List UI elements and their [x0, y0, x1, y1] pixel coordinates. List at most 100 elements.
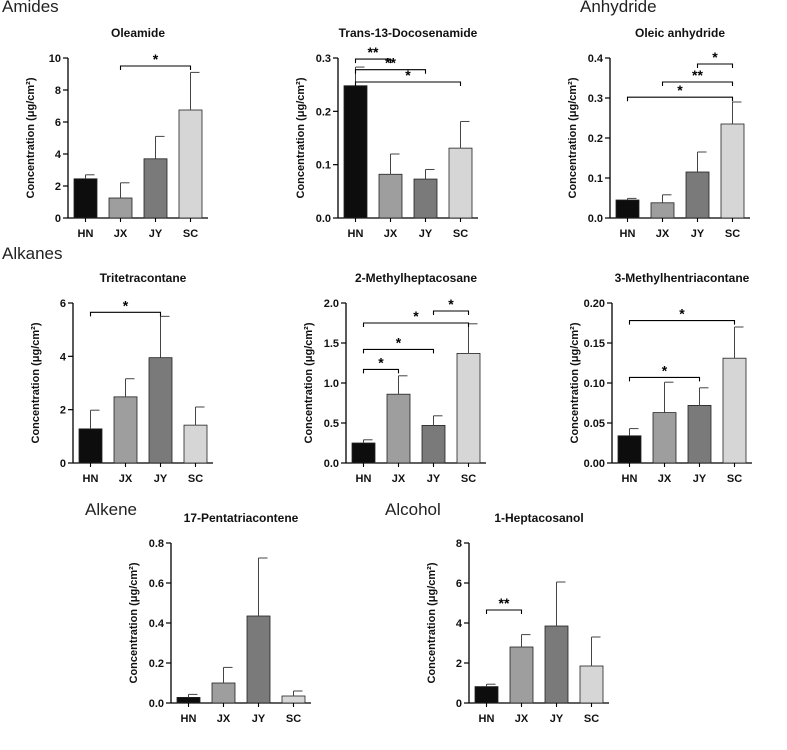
y-tick-label: 4: [456, 618, 463, 630]
bar-jy: [687, 404, 712, 464]
x-tick-label: JX: [515, 713, 529, 725]
x-tick-label: SC: [188, 473, 203, 485]
x-tick-label: JX: [217, 713, 231, 725]
bar-jy: [685, 171, 710, 219]
bar-hn: [343, 85, 368, 219]
chart-oleic-anhydride: Oleic anhydride Concentration (μg/cm²) 0.0…: [567, 26, 750, 240]
x-tick-label: JX: [658, 473, 672, 485]
y-axis-label: Concentration (μg/cm²): [295, 77, 307, 198]
y-tick-label: 8: [55, 85, 61, 97]
significance-bracket: [626, 96, 734, 102]
x-tick-label: HN: [479, 713, 495, 725]
y-tick-label: 8: [456, 538, 462, 550]
y-tick-label: 0.20: [584, 298, 605, 310]
x-tick-label: SC: [286, 713, 301, 725]
x-tick-label: SC: [584, 713, 599, 725]
chart-oleamide: Oleamide Concentration (μg/cm²) 0 2 4 6 8 10 HN J…: [25, 26, 208, 240]
x-tick-label: SC: [727, 473, 742, 485]
chart-title: 1-Heptacosanol: [494, 511, 583, 525]
y-axis-label: Concentration (μg/cm²): [303, 322, 315, 443]
chart-title: 3-Methylhentriacontane: [615, 271, 750, 285]
y-tick-label: 0.1: [588, 173, 603, 185]
y-tick-label: 2: [456, 658, 462, 670]
chart-title: Tritetracontane: [100, 271, 187, 285]
significance-bracket: [485, 609, 523, 614]
significance-label: *: [662, 362, 668, 378]
bar-hn: [78, 428, 103, 464]
significance-bracket: [119, 65, 192, 70]
significance-label: **: [692, 67, 703, 83]
bar-hn: [351, 442, 376, 464]
x-tick-label: HN: [181, 713, 197, 725]
y-axis-label: Concentration (μg/cm²): [567, 77, 579, 198]
y-tick-label: 0.2: [316, 106, 331, 118]
x-tick-label: SC: [453, 228, 468, 240]
bar-sc: [720, 123, 745, 219]
bar-jx: [386, 393, 411, 464]
x-tick-label: HN: [622, 473, 638, 485]
figure: Amides Anhydride Alkanes Alkene Alcohol …: [2, 0, 752, 725]
bar-hn: [176, 696, 201, 704]
significance-bracket: [354, 58, 392, 64]
bar-jy: [544, 625, 569, 704]
chart-title: Oleic anhydride: [635, 26, 725, 40]
y-tick-label: 0.3: [316, 53, 331, 65]
x-tick-label: JX: [384, 228, 398, 240]
y-tick-label: 0.4: [149, 618, 165, 630]
y-tick-label: 4: [55, 149, 62, 161]
x-tick-label: HN: [356, 473, 372, 485]
significance-bracket: [362, 322, 470, 327]
y-tick-label: 0.2: [588, 133, 603, 145]
x-tick-label: SC: [183, 228, 198, 240]
y-tick-label: 0.2: [149, 658, 164, 670]
y-axis-label: Concentration (μg/cm²): [30, 322, 42, 443]
significance-bracket: [628, 320, 736, 325]
x-tick-label: JY: [691, 228, 705, 240]
section-label-anhydride: Anhydride: [580, 0, 657, 16]
chart-2-methylheptacosane: 2-Methylheptacosane Concentration (μg/cm²…: [303, 271, 486, 485]
x-tick-label: HN: [78, 228, 94, 240]
chart-tritetracontane: Tritetracontane Concentration (μg/cm²) 0 2 4…: [30, 271, 213, 485]
chart-title: Trans-13-Docosenamide: [339, 26, 478, 40]
significance-label: **: [499, 595, 510, 611]
x-tick-label: JX: [392, 473, 406, 485]
bar-hn: [474, 686, 499, 704]
bar-sc: [722, 357, 747, 464]
significance-bracket: [354, 69, 427, 74]
bar-jy: [143, 158, 168, 219]
bar-jy: [246, 615, 271, 704]
section-label-amides: Amides: [2, 0, 59, 16]
x-tick-label: JY: [693, 473, 707, 485]
x-tick-label: JY: [419, 228, 433, 240]
chart-title: Oleamide: [111, 26, 165, 40]
section-label-alcohol: Alcohol: [385, 500, 441, 519]
y-tick-label: 2: [55, 181, 61, 193]
bar-jx: [108, 197, 133, 219]
bar-hn: [73, 178, 98, 219]
y-tick-label: 10: [49, 53, 61, 65]
significance-bracket: [661, 81, 734, 86]
bar-sc: [183, 424, 208, 464]
bar-jy: [148, 357, 173, 464]
chart-17-pentatriacontene: 17-Pentatriacontene Concentration (μg/cm²…: [128, 511, 311, 725]
y-tick-label: 0.05: [584, 418, 605, 430]
y-tick-label: 6: [55, 117, 61, 129]
significance-label: *: [677, 82, 683, 98]
significance-label: *: [448, 296, 454, 312]
bar-jx: [509, 646, 534, 704]
significance-label: **: [385, 55, 396, 71]
y-tick-label: 0.6: [149, 578, 164, 590]
y-tick-label: 4: [60, 351, 67, 363]
significance-bracket: [432, 310, 470, 315]
y-tick-label: 2: [60, 405, 66, 417]
significance-bracket: [362, 368, 400, 374]
y-tick-label: 0.0: [324, 458, 339, 470]
x-tick-label: JY: [252, 713, 266, 725]
bar-jx: [378, 173, 403, 219]
x-tick-label: JX: [114, 228, 128, 240]
y-tick-label: 0.5: [324, 418, 339, 430]
x-tick-label: JY: [154, 473, 168, 485]
y-tick-label: 0.10: [584, 378, 605, 390]
section-label-alkene: Alkene: [85, 500, 137, 519]
bar-jx: [652, 412, 677, 464]
